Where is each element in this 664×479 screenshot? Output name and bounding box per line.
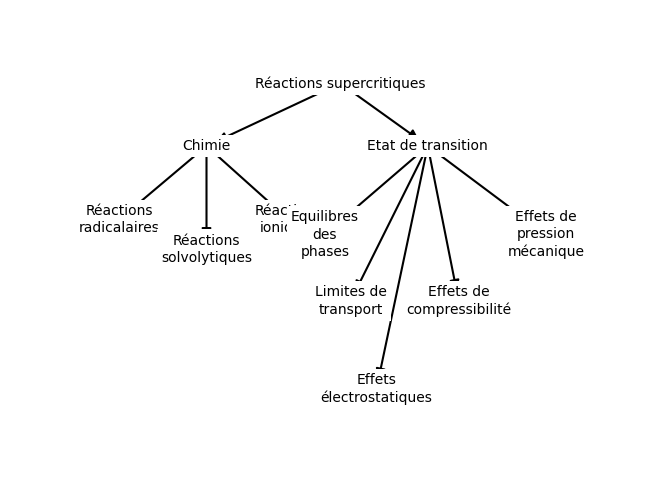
Text: Réactions
solvolytiques: Réactions solvolytiques	[161, 234, 252, 265]
Text: Limites de
transport: Limites de transport	[315, 285, 386, 317]
Text: Etat de transition: Etat de transition	[367, 139, 488, 153]
Text: Réactions
ioniques: Réactions ioniques	[255, 204, 323, 235]
Text: Equilibres
des
phases: Equilibres des phases	[291, 210, 359, 259]
Text: Effets
électrostatiques: Effets électrostatiques	[321, 374, 432, 405]
Text: Réactions
radicalaires: Réactions radicalaires	[78, 204, 159, 235]
Text: Chimie: Chimie	[183, 139, 230, 153]
Text: Réactions supercritiques: Réactions supercritiques	[255, 76, 426, 91]
Text: Effets de
pression
mécanique: Effets de pression mécanique	[508, 210, 584, 259]
Text: Effets de
compressibilité: Effets de compressibilité	[406, 285, 511, 317]
